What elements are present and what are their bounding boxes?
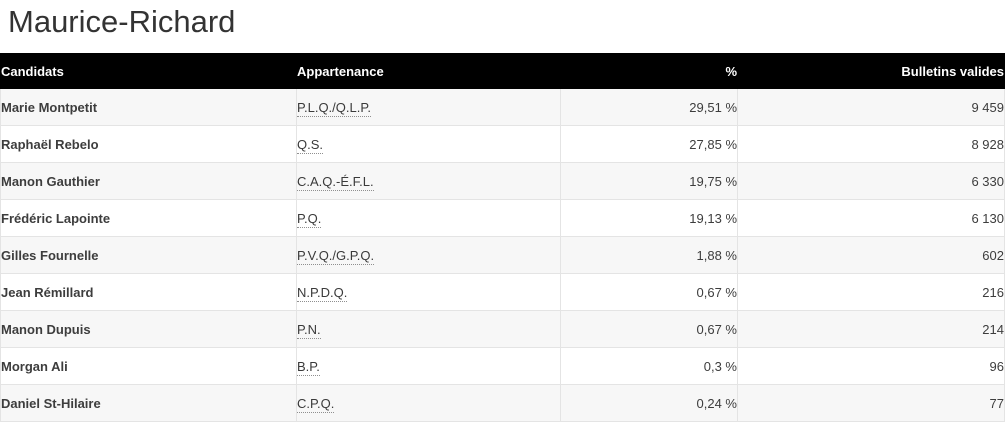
- votes-cell: 602: [737, 236, 1005, 274]
- candidate-name: Manon Gauthier: [0, 162, 297, 200]
- header-appartenance: Appartenance: [296, 53, 561, 89]
- header-candidats: Candidats: [0, 53, 297, 89]
- party-link[interactable]: P.V.Q./G.P.Q.: [297, 247, 375, 265]
- votes-cell: 214: [737, 310, 1005, 348]
- percent-cell: 0,67 %: [560, 273, 738, 311]
- percent-cell: 0,24 %: [560, 384, 738, 422]
- party-cell: P.V.Q./G.P.Q.: [296, 236, 561, 274]
- candidate-name: Raphaël Rebelo: [0, 125, 297, 163]
- table-row: Morgan Ali B.P. 0,3 % 96: [0, 347, 1005, 385]
- table-header-row: Candidats Appartenance % Bulletins valid…: [0, 53, 1005, 89]
- table-row: Jean Rémillard N.P.D.Q. 0,67 % 216: [0, 273, 1005, 311]
- party-link[interactable]: P.L.Q./Q.L.P.: [297, 99, 371, 117]
- percent-cell: 19,13 %: [560, 199, 738, 237]
- percent-cell: 19,75 %: [560, 162, 738, 200]
- table-row: Raphaël Rebelo Q.S. 27,85 % 8 928: [0, 125, 1005, 163]
- party-cell: Q.S.: [296, 125, 561, 163]
- percent-cell: 29,51 %: [560, 88, 738, 126]
- party-cell: P.L.Q./Q.L.P.: [296, 88, 561, 126]
- table-row: Daniel St-Hilaire C.P.Q. 0,24 % 77: [0, 384, 1005, 422]
- party-cell: N.P.D.Q.: [296, 273, 561, 311]
- table-row: Frédéric Lapointe P.Q. 19,13 % 6 130: [0, 199, 1005, 237]
- percent-cell: 0,3 %: [560, 347, 738, 385]
- candidate-name: Daniel St-Hilaire: [0, 384, 297, 422]
- votes-cell: 216: [737, 273, 1005, 311]
- party-link[interactable]: B.P.: [297, 358, 320, 376]
- party-link[interactable]: N.P.D.Q.: [297, 284, 348, 302]
- votes-cell: 77: [737, 384, 1005, 422]
- table-row: Marie Montpetit P.L.Q./Q.L.P. 29,51 % 9 459: [0, 88, 1005, 126]
- results-table-body: Marie Montpetit P.L.Q./Q.L.P. 29,51 % 9 459…: [0, 88, 1005, 422]
- party-cell: B.P.: [296, 347, 561, 385]
- percent-cell: 0,67 %: [560, 310, 738, 348]
- votes-cell: 6 130: [737, 199, 1005, 237]
- party-link[interactable]: P.N.: [297, 321, 321, 339]
- header-percent: %: [560, 53, 738, 89]
- votes-cell: 6 330: [737, 162, 1005, 200]
- header-bulletins-valides: Bulletins valides: [737, 53, 1005, 89]
- party-cell: C.A.Q.-É.F.L.: [296, 162, 561, 200]
- party-link[interactable]: C.A.Q.-É.F.L.: [297, 173, 374, 191]
- candidate-name: Morgan Ali: [0, 347, 297, 385]
- party-cell: P.N.: [296, 310, 561, 348]
- table-row: Manon Gauthier C.A.Q.-É.F.L. 19,75 % 6 330: [0, 162, 1005, 200]
- party-link[interactable]: C.P.Q.: [297, 395, 335, 413]
- party-cell: C.P.Q.: [296, 384, 561, 422]
- page-title: Maurice-Richard: [8, 4, 236, 39]
- candidate-name: Gilles Fournelle: [0, 236, 297, 274]
- party-cell: P.Q.: [296, 199, 561, 237]
- candidate-name: Marie Montpetit: [0, 88, 297, 126]
- table-row: Manon Dupuis P.N. 0,67 % 214: [0, 310, 1005, 348]
- party-link[interactable]: Q.S.: [297, 136, 324, 154]
- percent-cell: 27,85 %: [560, 125, 738, 163]
- results-table: Candidats Appartenance % Bulletins valid…: [0, 53, 1005, 422]
- candidate-name: Frédéric Lapointe: [0, 199, 297, 237]
- candidate-name: Manon Dupuis: [0, 310, 297, 348]
- candidate-name: Jean Rémillard: [0, 273, 297, 311]
- results-table-head: Candidats Appartenance % Bulletins valid…: [0, 53, 1005, 89]
- percent-cell: 1,88 %: [560, 236, 738, 274]
- party-link[interactable]: P.Q.: [297, 210, 322, 228]
- votes-cell: 9 459: [737, 88, 1005, 126]
- table-row: Gilles Fournelle P.V.Q./G.P.Q. 1,88 % 602: [0, 236, 1005, 274]
- votes-cell: 96: [737, 347, 1005, 385]
- votes-cell: 8 928: [737, 125, 1005, 163]
